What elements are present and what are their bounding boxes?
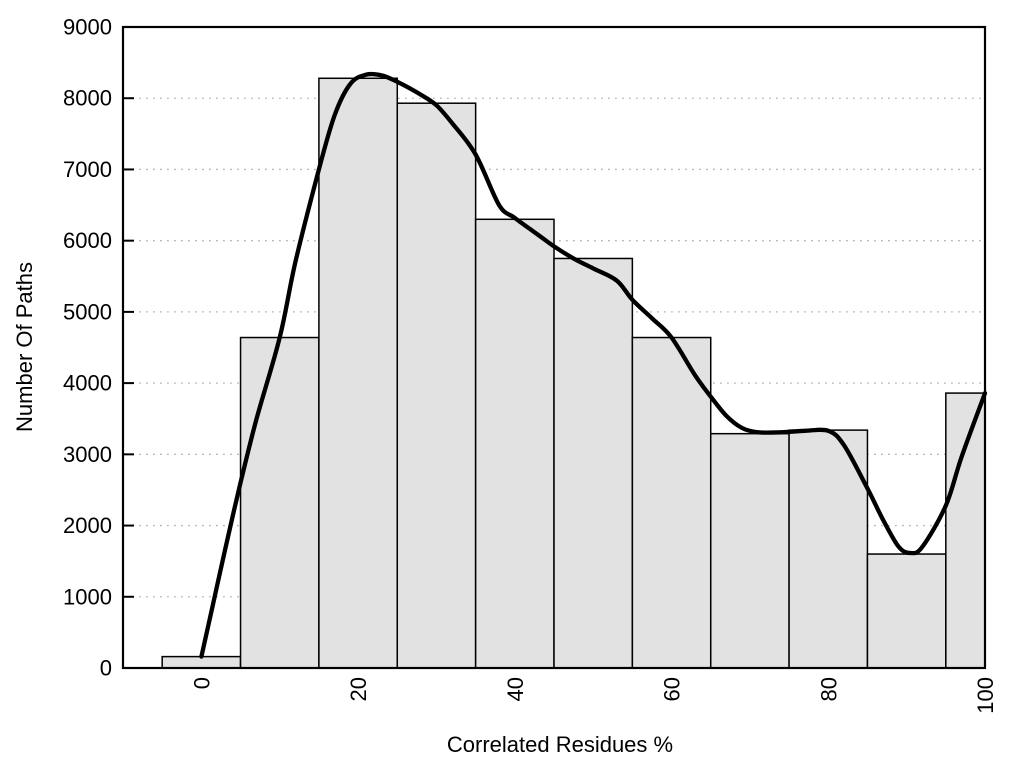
histogram-bar [631,336,712,669]
smoothed-curve-path [199,71,988,659]
histogram-bar [788,429,869,669]
density-curve [199,71,988,659]
histogram-bar [396,102,477,669]
y-tick-labels: 0 1000 2000 3000 4000 5000 6000 7000 8000 9000 [63,15,112,681]
histogram-bar [474,218,555,669]
x-tick-label: 100 [973,677,998,714]
histogram-bar [945,392,986,669]
x-tick-label: 40 [503,677,528,701]
plot-frame [121,25,987,670]
y-tick-label: 4000 [63,371,112,396]
histogram-bar [318,77,399,669]
y-tick-label: 2000 [63,513,112,538]
y-tick-label: 5000 [63,299,112,324]
y-tick-label: 9000 [63,15,112,40]
x-tick-label: 20 [346,677,371,701]
x-tick-labels: 0 20 40 60 80 100 [189,677,998,714]
y-tick-label: 7000 [63,157,112,182]
axis-ticks [123,97,134,598]
y-tick-label: 1000 [63,584,112,609]
y-tick-label: 6000 [63,228,112,253]
y-tick-label: 8000 [63,86,112,111]
y-tick-label: 0 [100,656,112,681]
histogram-bar [553,257,634,669]
x-tick-label: 0 [189,677,214,689]
histogram-bar [239,336,320,669]
x-tick-label: 60 [660,677,685,701]
y-axis-title: Number Of Paths [12,262,37,432]
histogram-bar [709,432,790,669]
x-tick-label: 80 [816,677,841,701]
x-axis-title: Correlated Residues % [447,732,673,757]
histogram-bars [161,77,986,669]
y-tick-label: 3000 [63,442,112,467]
histogram-bar [866,553,947,669]
